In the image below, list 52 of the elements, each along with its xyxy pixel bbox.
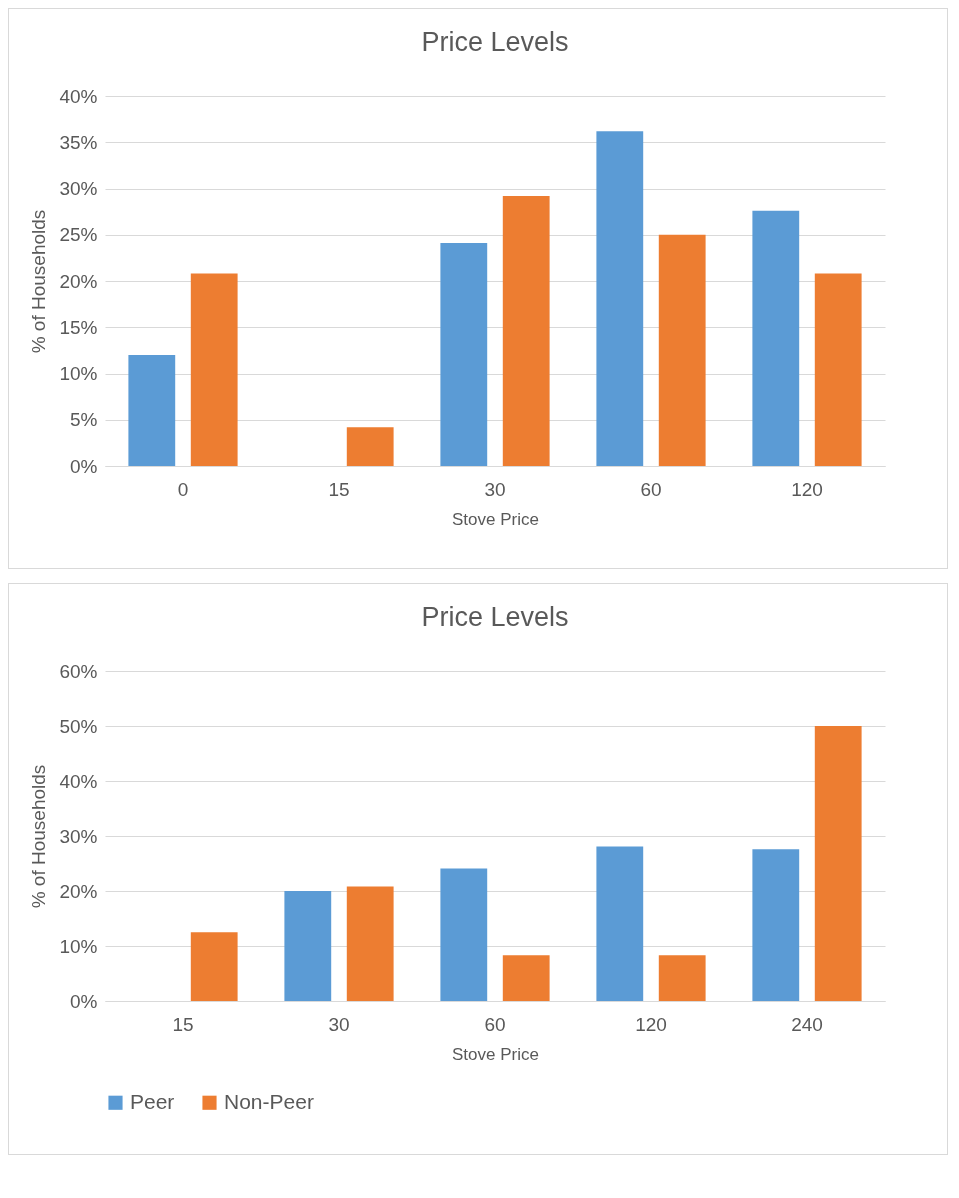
bar	[752, 210, 800, 466]
y-tick-label: 10%	[59, 935, 98, 957]
chart-title: Price Levels	[421, 602, 569, 632]
y-tick-label: 15%	[59, 316, 98, 338]
y-axis-title: % of Households	[28, 764, 50, 909]
x-tick-label: 0	[177, 478, 189, 500]
x-tick-label: 120	[791, 478, 823, 500]
y-tick-label: 5%	[70, 409, 98, 431]
bar	[596, 846, 644, 1001]
y-tick-label: 0%	[70, 455, 98, 477]
x-tick-label: 60	[484, 1013, 506, 1035]
bar	[658, 234, 706, 466]
bar	[190, 932, 238, 1001]
x-tick-label: 120	[635, 1013, 667, 1035]
bar	[346, 886, 394, 1001]
bar	[502, 195, 550, 466]
x-tick-label: 15	[172, 1013, 194, 1035]
y-tick-label: 40%	[59, 85, 98, 107]
bar	[658, 955, 706, 1001]
x-tick-label: 15	[328, 478, 350, 500]
y-axis-title: % of Households	[28, 209, 50, 354]
bar	[284, 891, 332, 1001]
x-tick-label: 60	[640, 478, 662, 500]
bar	[502, 955, 550, 1001]
y-tick-label: 0%	[70, 990, 98, 1012]
y-tick-label: 40%	[59, 770, 98, 792]
x-axis-title: Stove Price	[452, 509, 539, 529]
bar	[128, 355, 176, 466]
y-tick-label: 30%	[59, 178, 98, 199]
bar	[596, 131, 644, 466]
y-tick-label: 20%	[59, 270, 98, 292]
legend-label: Non-Peer	[224, 1089, 314, 1113]
legend-label: Peer	[130, 1089, 175, 1113]
bar	[752, 849, 800, 1001]
bar	[190, 273, 238, 466]
bar	[440, 243, 488, 466]
y-tick-label: 10%	[59, 363, 98, 384]
bar	[346, 427, 394, 466]
x-tick-label: 30	[484, 478, 506, 500]
bar	[814, 273, 862, 466]
x-tick-label: 30	[328, 1013, 350, 1035]
y-tick-label: 50%	[59, 715, 98, 737]
x-tick-label: 240	[791, 1013, 823, 1035]
bar	[440, 868, 488, 1001]
y-tick-label: 20%	[59, 880, 98, 902]
y-tick-label: 35%	[59, 131, 98, 153]
x-axis-title: Stove Price	[452, 1044, 539, 1064]
bar	[814, 726, 862, 1001]
chart-title: Price Levels	[421, 27, 569, 57]
y-tick-label: 25%	[59, 224, 98, 246]
y-tick-label: 60%	[59, 660, 98, 682]
y-tick-label: 30%	[59, 825, 98, 847]
